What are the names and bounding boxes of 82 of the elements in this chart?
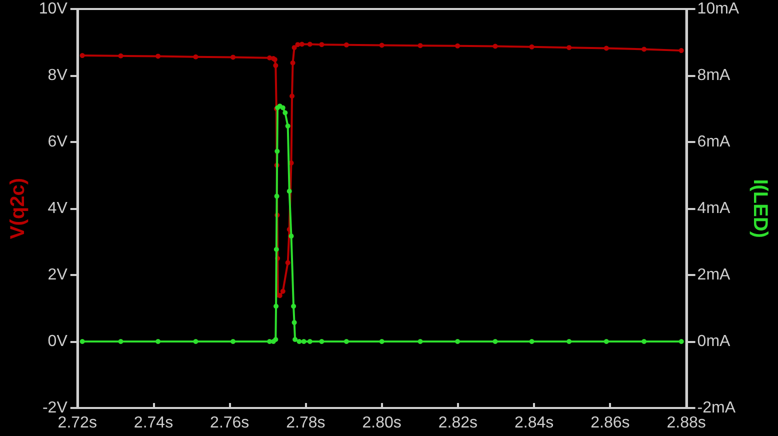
point <box>529 339 534 344</box>
y-tick-label: 8V <box>48 67 68 84</box>
point <box>156 339 161 344</box>
x-tick-label: 2.86s <box>590 414 630 432</box>
point <box>285 124 290 129</box>
point <box>344 339 349 344</box>
x-tick-label: 2.80s <box>362 414 402 432</box>
point <box>307 42 312 47</box>
point <box>290 60 296 66</box>
point <box>273 63 278 68</box>
point <box>230 339 236 344</box>
point <box>379 42 384 48</box>
point <box>193 339 198 344</box>
point <box>296 339 302 344</box>
point <box>642 339 647 344</box>
point <box>273 337 278 342</box>
point <box>344 42 349 48</box>
point <box>288 234 294 239</box>
point <box>492 339 498 344</box>
point <box>678 339 684 344</box>
y-tick-label: 10V <box>38 0 68 18</box>
point <box>566 339 572 344</box>
point <box>299 42 304 47</box>
point <box>319 339 324 344</box>
point <box>193 54 198 60</box>
y-tick-label: 4V <box>48 200 68 217</box>
point <box>282 110 288 116</box>
x-tick-label: 2.84s <box>514 414 554 432</box>
point <box>642 46 647 52</box>
point <box>118 339 124 344</box>
x-tick-label: 2.76s <box>210 414 250 432</box>
point <box>418 339 423 344</box>
point <box>566 45 572 50</box>
x-tick-label: 2.82s <box>438 414 478 432</box>
point <box>529 44 534 50</box>
y2-tick-label: 2mA <box>697 266 731 284</box>
point <box>118 53 124 58</box>
y-tick-label: -2V <box>42 400 68 416</box>
point <box>286 188 292 194</box>
point <box>292 337 298 342</box>
y2-axis-title: I(LED) <box>749 179 771 238</box>
y-tick-label: 2V <box>48 266 68 284</box>
y-tick-label: 0V <box>48 333 68 350</box>
point <box>274 148 280 154</box>
point <box>80 53 85 58</box>
y2-tick-label: 4mA <box>697 200 731 217</box>
point <box>604 339 609 344</box>
y-tick-label: 6V <box>48 134 68 150</box>
point <box>455 339 460 344</box>
point <box>319 42 324 48</box>
point <box>274 194 280 199</box>
point <box>280 105 286 110</box>
y2-tick-label: 6mA <box>697 134 731 150</box>
point <box>292 45 297 50</box>
y2-tick-label: -2mA <box>697 400 736 416</box>
y2-tick-label: 0mA <box>697 333 731 350</box>
x-tick-label: 2.72s <box>58 414 97 432</box>
point <box>492 44 498 49</box>
point <box>295 42 300 48</box>
point <box>280 288 286 294</box>
point <box>290 94 295 99</box>
point <box>274 304 279 309</box>
x-tick-label: 2.88s <box>666 414 706 432</box>
point <box>678 48 684 54</box>
y2-tick-label: 8mA <box>697 67 731 84</box>
y2-tick-label: 10mA <box>697 0 740 18</box>
point <box>156 54 161 59</box>
point <box>379 339 384 344</box>
point <box>274 246 279 252</box>
point <box>291 304 296 309</box>
point <box>418 43 423 48</box>
y-axis-title: V(q2c) <box>7 178 29 240</box>
point <box>230 54 236 60</box>
point <box>604 46 609 51</box>
point <box>80 339 85 344</box>
point <box>285 260 290 266</box>
point <box>307 339 312 344</box>
point <box>455 43 460 48</box>
point <box>292 320 297 326</box>
x-tick-label: 2.78s <box>286 414 326 432</box>
point <box>301 339 306 344</box>
x-tick-label: 2.74s <box>134 414 174 432</box>
